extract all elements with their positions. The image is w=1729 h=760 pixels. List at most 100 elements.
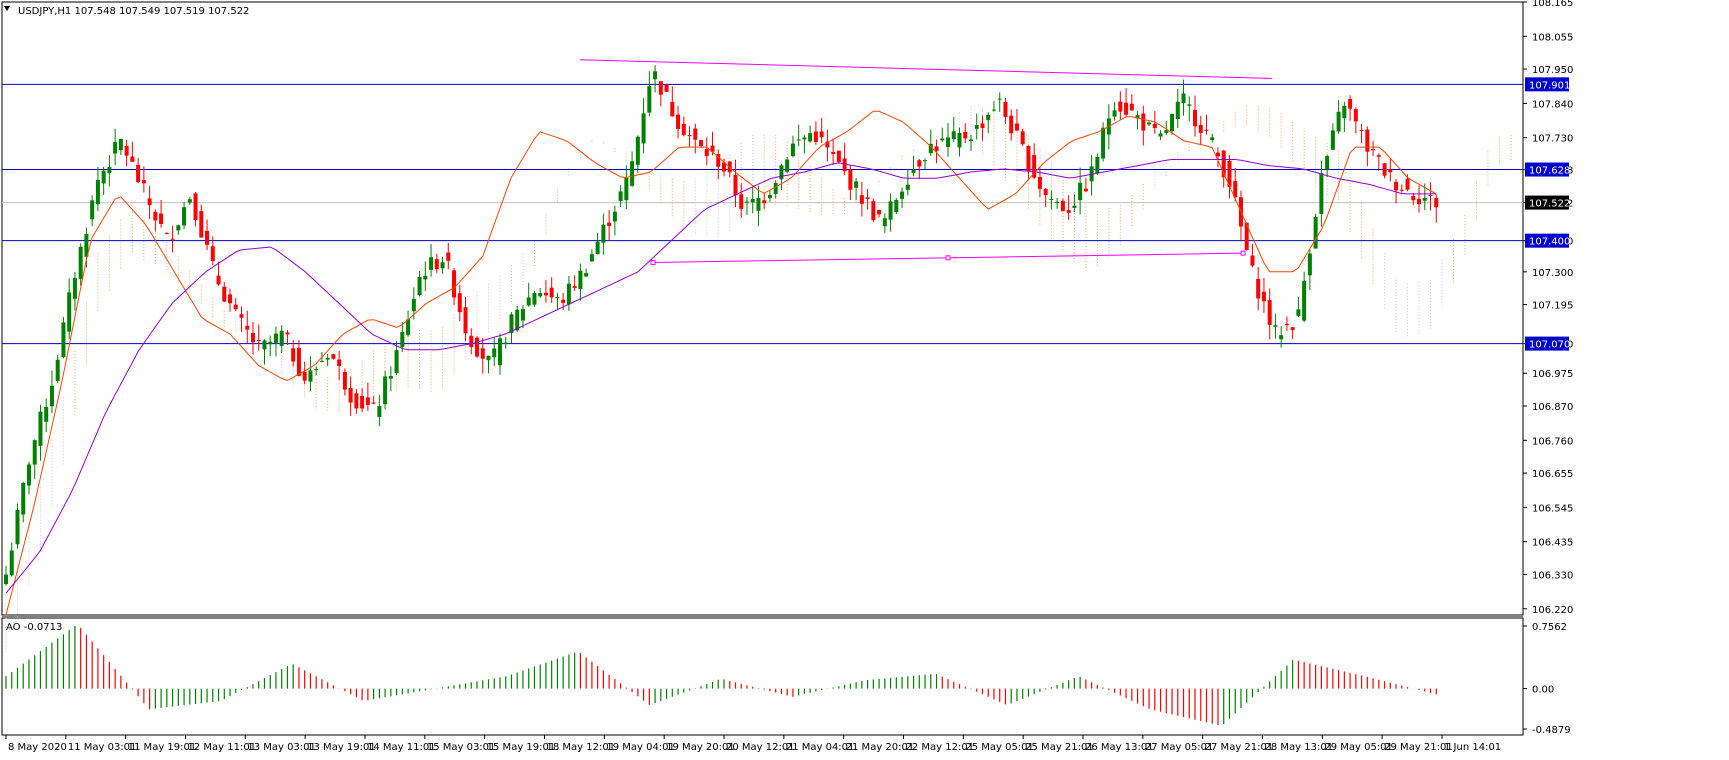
candle-body xyxy=(1215,152,1220,157)
candle-body xyxy=(957,132,962,148)
candle-body xyxy=(486,355,491,361)
candle-body xyxy=(1330,130,1335,150)
ma-slow-line xyxy=(5,159,1437,594)
candle-body xyxy=(95,179,100,205)
candle-body xyxy=(1014,123,1019,131)
candle-body xyxy=(440,262,445,269)
candle-body xyxy=(561,299,566,303)
candle-body xyxy=(555,297,560,299)
candle-body xyxy=(480,348,485,359)
candle-body xyxy=(1072,205,1077,208)
candle-body xyxy=(233,304,238,310)
candle-body xyxy=(273,333,278,343)
price-tick-label: 106.330 xyxy=(1532,570,1573,581)
time-tick-label: 29 May 21:01 xyxy=(1384,742,1453,753)
candle-body xyxy=(429,257,434,270)
candle-body xyxy=(1135,115,1140,119)
candle-body xyxy=(509,314,514,333)
time-tick-label: 8 May 2020 xyxy=(8,742,67,753)
candle-body xyxy=(78,246,83,279)
collapse-triangle-icon[interactable] xyxy=(4,6,10,11)
candle-body xyxy=(819,131,824,138)
candle-body xyxy=(877,209,882,215)
candle-body xyxy=(475,337,480,357)
candle-body xyxy=(492,348,497,358)
candle-body xyxy=(974,125,979,129)
time-tick-label: 28 May 13:01 xyxy=(1265,742,1334,753)
candle-body xyxy=(354,393,359,409)
candle-body xyxy=(61,322,66,358)
candle-body xyxy=(1405,178,1410,190)
candlesticks xyxy=(4,65,1439,586)
candle-body xyxy=(865,197,870,200)
candle-body xyxy=(101,170,106,184)
time-tick-label: 22 May 12:01 xyxy=(906,742,975,753)
candle-body xyxy=(687,135,692,137)
candle-body xyxy=(796,139,801,141)
candle-body xyxy=(1250,255,1255,266)
candle-body xyxy=(331,354,336,359)
candle-body xyxy=(1101,127,1106,159)
candle-body xyxy=(813,131,818,142)
candle-body xyxy=(141,180,146,184)
candle-body xyxy=(848,169,853,190)
candle-body xyxy=(296,348,301,376)
level-price-tag-label: 107.400 xyxy=(1529,237,1570,248)
price-tick-label: 108.165 xyxy=(1532,0,1573,9)
price-tick-label: 106.435 xyxy=(1532,538,1573,549)
panel-divider xyxy=(2,615,1523,618)
candle-body xyxy=(216,275,221,285)
time-tick-label: 15 May 19:01 xyxy=(487,742,556,753)
symbol-header: USDJPY,H1 107.548 107.549 107.519 107.52… xyxy=(18,6,249,17)
candle-body xyxy=(21,482,26,515)
candle-body xyxy=(314,369,319,371)
candle-body xyxy=(1399,189,1404,191)
candle-body xyxy=(566,283,571,305)
candle-body xyxy=(55,359,60,381)
candle-body xyxy=(411,298,416,312)
candle-body xyxy=(1371,148,1376,151)
candle-body xyxy=(923,160,928,162)
candle-body xyxy=(1267,300,1272,325)
candle-body xyxy=(871,201,876,221)
candle-body xyxy=(854,181,859,188)
candle-body xyxy=(44,406,49,422)
candle-body xyxy=(980,123,985,129)
candle-body xyxy=(1170,113,1175,132)
candle-body xyxy=(1261,291,1266,302)
candle-body xyxy=(722,162,726,172)
price-tick-label: 107.300 xyxy=(1532,268,1573,279)
candle-body xyxy=(773,182,778,194)
candle-body xyxy=(1279,335,1284,340)
candle-body xyxy=(1359,129,1364,131)
candle-body xyxy=(716,154,721,167)
level-price-tag-label: 107.628 xyxy=(1529,166,1570,177)
time-tick-label: 13 May 19:01 xyxy=(307,742,376,753)
candle-body xyxy=(360,395,365,409)
candle-body xyxy=(124,146,129,156)
candle-body xyxy=(423,275,428,280)
candle-body xyxy=(670,101,675,117)
time-tick-label: 29 May 05:01 xyxy=(1324,742,1393,753)
candle-body xyxy=(394,350,399,374)
candle-body xyxy=(279,330,284,346)
candle-body xyxy=(446,252,451,261)
time-tick-label: 18 May 12:01 xyxy=(547,742,616,753)
price-tick-label: 106.870 xyxy=(1532,402,1573,413)
time-tick-label: 19 May 20:01 xyxy=(666,742,735,753)
candle-body xyxy=(159,213,164,224)
time-tick-label: 25 May 21:01 xyxy=(1025,742,1094,753)
candle-body xyxy=(836,150,841,163)
candle-body xyxy=(894,200,899,213)
candle-body xyxy=(250,332,255,343)
ao-tick-label: 0.00 xyxy=(1532,685,1554,696)
candle-body xyxy=(285,332,290,335)
ma-fast-line xyxy=(5,110,1437,616)
trendlines xyxy=(579,59,1273,265)
candle-body xyxy=(676,114,681,129)
price-tick-label: 106.545 xyxy=(1532,503,1573,514)
candle-body xyxy=(118,138,123,151)
ao-header: AO -0.0713 xyxy=(6,622,62,633)
candle-body xyxy=(210,246,215,261)
